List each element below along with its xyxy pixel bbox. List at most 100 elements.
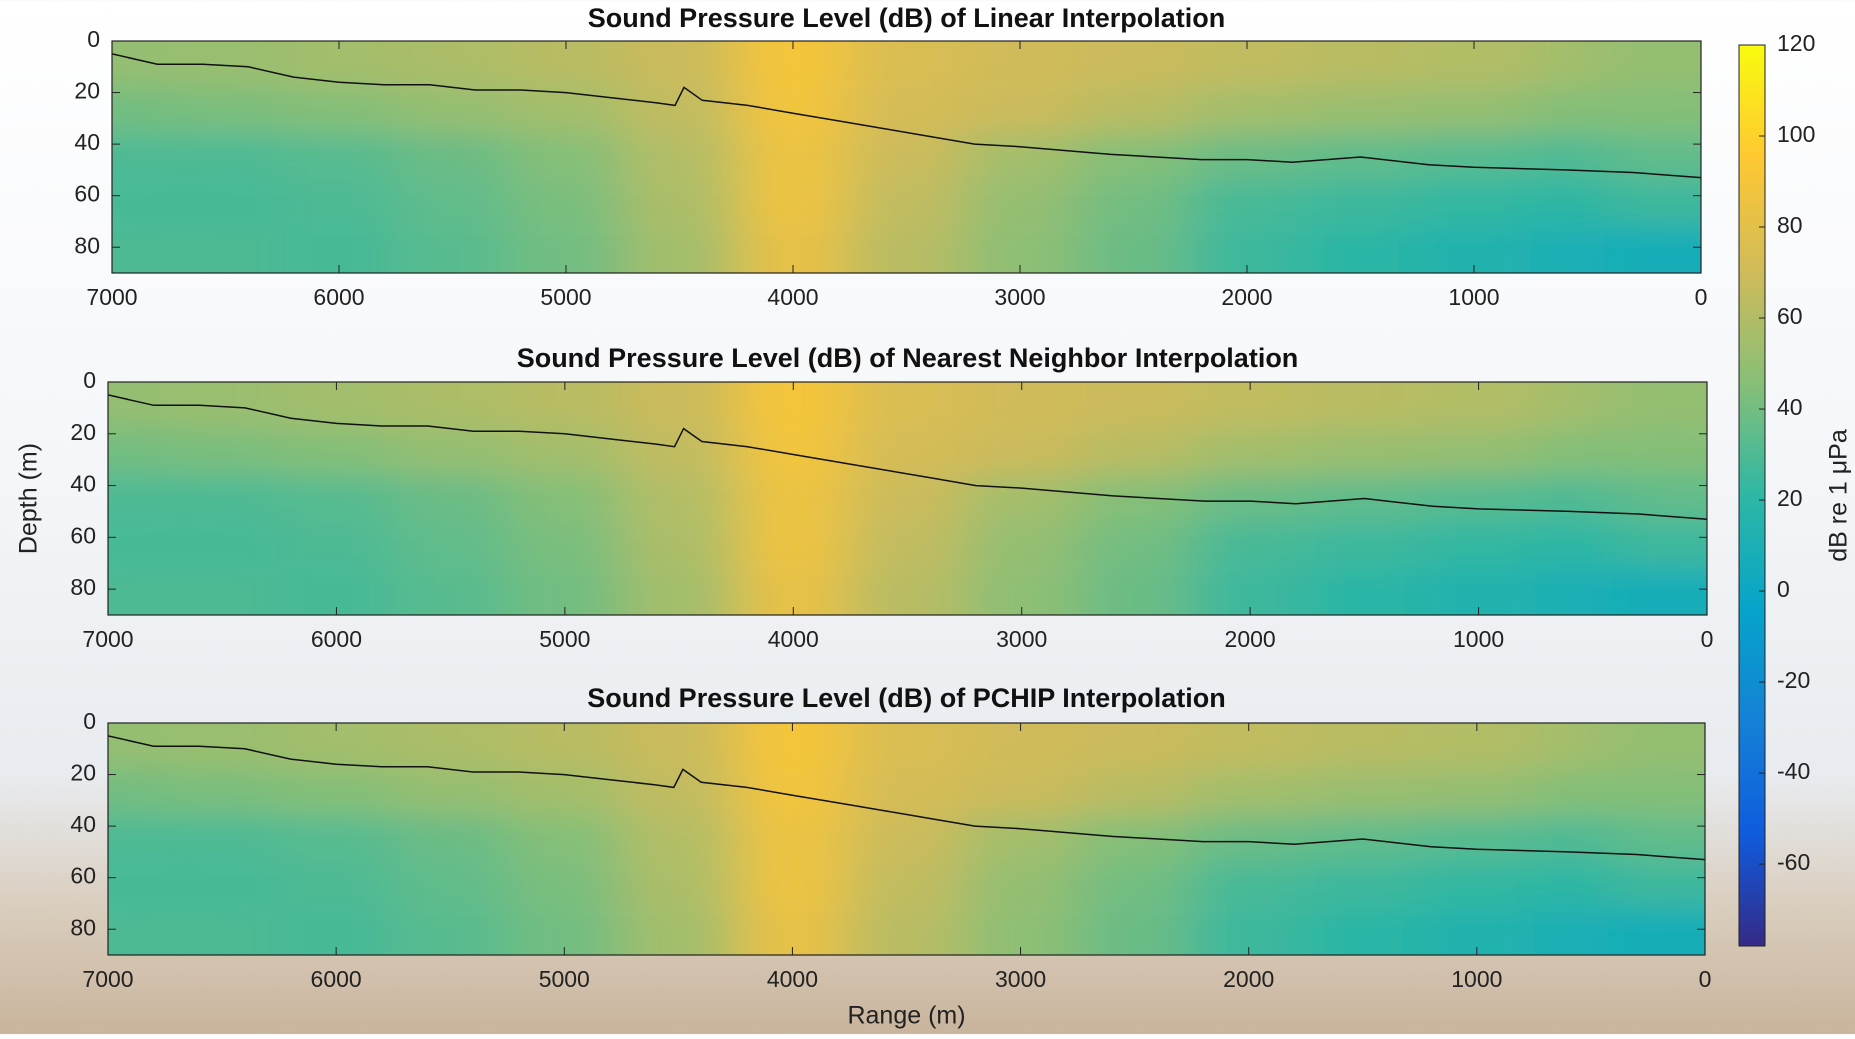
heatmap-cell	[849, 87, 964, 134]
chart-title: Sound Pressure Level (dB) of PCHIP Inter…	[587, 683, 1226, 713]
heatmap-cell	[509, 87, 623, 134]
heatmap	[112, 41, 1701, 273]
heatmap-cell	[1303, 87, 1418, 134]
heatmap-cell	[1417, 87, 1531, 134]
y-tick-label: 80	[74, 232, 100, 258]
heatmap-cell	[850, 568, 965, 615]
heatmap-cell	[622, 180, 737, 227]
heatmap-cell	[393, 521, 508, 569]
heatmap-cell	[735, 815, 850, 863]
heatmap-cell	[621, 382, 737, 429]
heatmap-cell	[1419, 862, 1534, 909]
x-tick-label: 0	[1699, 966, 1712, 992]
heatmap-cell	[849, 180, 964, 227]
heatmap-cell	[622, 226, 737, 273]
x-axis-label: Range (m)	[847, 1002, 965, 1030]
heatmap-cell	[621, 815, 736, 863]
y-tick-label: 60	[74, 181, 100, 207]
heatmap-cell	[1078, 428, 1194, 476]
heatmap-cell	[1305, 862, 1420, 909]
heatmap-cell	[1076, 87, 1191, 134]
heatmap-cell	[393, 769, 508, 816]
heatmap-cell	[1419, 769, 1534, 816]
heatmap-cell	[279, 862, 394, 909]
heatmap-cell	[1305, 908, 1420, 955]
colorbar-tick-label: 40	[1777, 394, 1803, 420]
x-tick-label: 1000	[1451, 966, 1502, 992]
heatmap-cell	[736, 133, 850, 181]
heatmap-cell	[621, 769, 736, 816]
heatmap-cell	[393, 908, 508, 955]
axes-box	[107, 381, 1708, 616]
x-tick-label: 5000	[540, 284, 591, 310]
heatmap-cell	[1190, 133, 1304, 181]
heatmap-cell	[279, 475, 394, 522]
colorbar-tick-label: -40	[1777, 758, 1810, 784]
heatmap-cell	[1307, 521, 1422, 569]
y-tick-label: 40	[74, 129, 100, 155]
x-tick-label: 7000	[82, 966, 133, 992]
axes-box	[111, 40, 1702, 274]
y-tick-label: 0	[83, 708, 96, 734]
heatmap-cell	[165, 475, 280, 522]
heatmap-cell	[1303, 226, 1418, 273]
colorbar-tick-label: -60	[1777, 849, 1810, 875]
y-tick-label: 20	[70, 419, 96, 445]
colorbar-tick-label: 20	[1777, 485, 1803, 511]
heatmap-cell	[1077, 862, 1192, 909]
heatmap-cell	[621, 862, 736, 909]
x-tick-label: 4000	[767, 966, 818, 992]
colorbar-tick-label: 100	[1777, 121, 1815, 147]
axes-box	[107, 722, 1706, 956]
heatmap-cell	[964, 475, 1079, 522]
x-tick-label: 2000	[1223, 966, 1274, 992]
y-tick-label: 80	[70, 914, 96, 940]
heatmap-cell	[1303, 180, 1418, 227]
heatmap-cell	[1609, 568, 1707, 615]
heatmap-cell	[735, 862, 850, 909]
heatmap-cell	[1421, 428, 1536, 476]
colorbar-tick-label: 0	[1777, 576, 1790, 602]
heatmap-cell	[1078, 521, 1194, 569]
heatmap-cell	[168, 87, 283, 134]
heatmap-cell	[1419, 815, 1534, 863]
y-tick-label: 80	[70, 574, 96, 600]
heatmap-cell	[622, 41, 737, 88]
heatmap-cell	[1421, 475, 1536, 522]
heatmap-cell	[1417, 133, 1531, 181]
heatmap-cell	[963, 133, 1077, 181]
heatmap-cell	[395, 133, 510, 181]
heatmap-cell	[1076, 226, 1191, 273]
heatmap-cell	[1604, 41, 1701, 88]
heatmap-cell	[621, 475, 737, 522]
bathymetry-line	[112, 53, 1701, 179]
heatmap-cell	[1193, 475, 1308, 522]
heatmap-cell	[279, 769, 394, 816]
heatmap-cell	[964, 521, 1079, 569]
heatmap-cell	[168, 180, 283, 227]
heatmap	[108, 382, 1707, 615]
heatmap-cell	[849, 769, 964, 816]
heatmap-cell	[1604, 87, 1701, 134]
heatmap-cell	[1604, 226, 1701, 273]
heatmap-cell	[736, 521, 851, 569]
heatmap-cell	[279, 428, 394, 476]
heatmap-cell	[963, 815, 1078, 863]
heatmap-cell	[964, 428, 1079, 476]
heatmap-cell	[1417, 180, 1531, 227]
heatmap-cell	[849, 133, 964, 181]
heatmap-cell	[507, 428, 622, 476]
colorbar-label: dB re 1 μPa	[1825, 429, 1853, 562]
heatmap-cell	[1191, 769, 1306, 816]
heatmap-cell	[168, 133, 283, 181]
heatmap-cell	[621, 521, 737, 569]
y-tick-label: 40	[70, 471, 96, 497]
heatmap-cell	[622, 87, 737, 134]
heatmap-cell	[621, 568, 737, 615]
heatmap-cell	[507, 521, 622, 569]
heatmap-cell	[395, 87, 510, 134]
heatmap-cell	[850, 428, 965, 476]
x-tick-label: 3000	[996, 626, 1047, 652]
